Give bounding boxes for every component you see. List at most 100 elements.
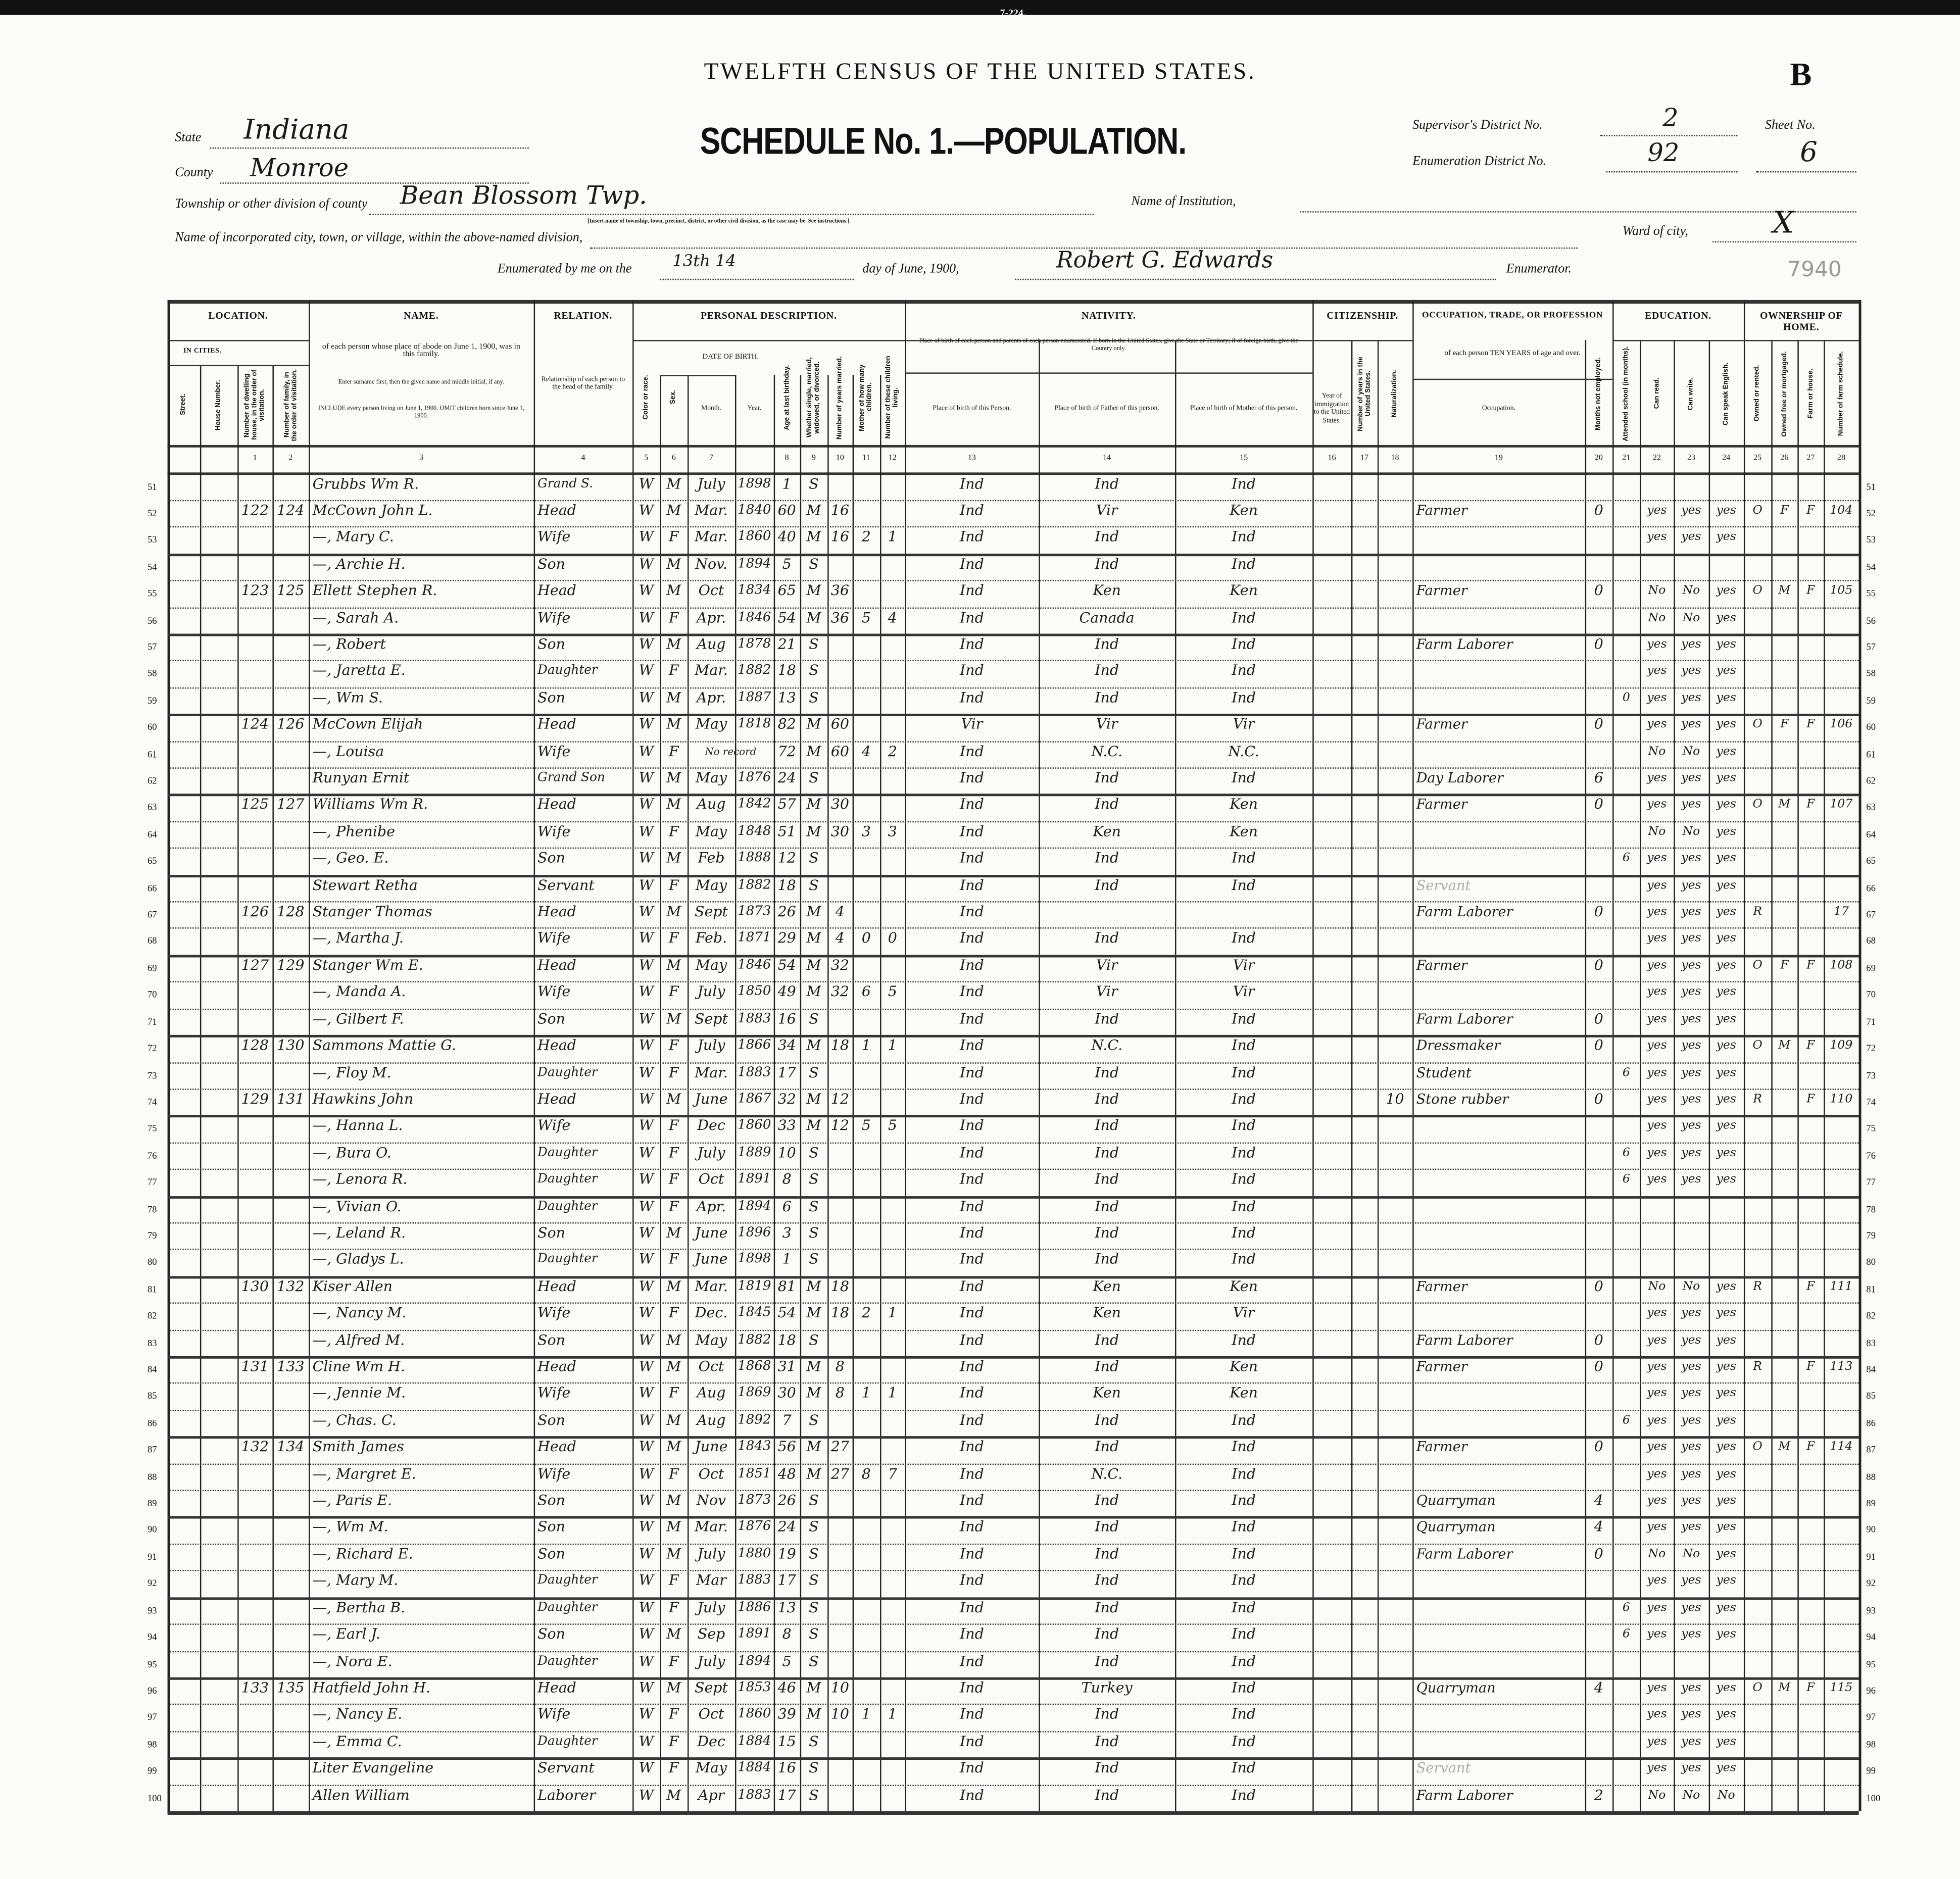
speaks-english-cell: yes (1716, 1520, 1736, 1535)
birthplace-mother-cell: Ind (1232, 1625, 1256, 1643)
free-mortgaged-cell: F (1780, 717, 1789, 732)
birth-month-cell: Feb (698, 849, 725, 867)
birth-month-cell: Nov (696, 1491, 726, 1509)
header-divider (167, 444, 1859, 448)
dwelling-number-cell: 127 (241, 956, 269, 974)
row-rule (167, 1008, 1859, 1010)
months-unemployed-cell: 4 (1594, 1678, 1603, 1696)
marital-status-cell: M (806, 1678, 821, 1696)
years-married-cell: 60 (830, 741, 849, 760)
can-read-cell: yes (1647, 664, 1667, 678)
can-write-cell: yes (1681, 503, 1701, 518)
sex-cell: F (668, 1705, 679, 1723)
birthplace-father-cell: Ken (1093, 581, 1121, 599)
line-number-right: 69 (1866, 962, 1876, 974)
line-number-right: 88 (1866, 1470, 1876, 1482)
schedule-title: SCHEDULE No. 1.—POPULATION. (700, 121, 1187, 163)
sex-cell: M (666, 1357, 681, 1375)
speaks-english-cell: yes (1716, 1092, 1736, 1106)
column-label-text: Place of birth of Father of this person. (1054, 405, 1159, 412)
owned-rented-cell: O (1752, 1039, 1762, 1053)
color-cell: W (639, 1197, 654, 1215)
farm-or-house-cell: F (1806, 1440, 1815, 1454)
birthplace-person-cell: Ind (960, 1571, 984, 1589)
birth-month-cell: May (695, 1759, 727, 1776)
line-number-left: 69 (147, 962, 157, 974)
birth-month-cell: Aug (697, 1411, 726, 1428)
birth-year-cell: 1876 (738, 770, 771, 785)
marital-status-cell: S (809, 1223, 819, 1242)
birth-month-cell: July (697, 982, 725, 1001)
color-cell: W (639, 1705, 654, 1723)
can-write-cell: yes (1681, 530, 1701, 545)
column-label-family-number: Number of family, in the order of visita… (272, 368, 309, 442)
line-number-left: 60 (147, 721, 157, 733)
name-cell: Smith James (312, 1438, 404, 1455)
sex-cell: M (666, 688, 681, 706)
can-write-cell: yes (1681, 1119, 1701, 1133)
dwelling-number-cell: 124 (241, 715, 269, 733)
birth-year-cell: 1876 (738, 1519, 771, 1535)
column-label-text: Can read. (1653, 378, 1661, 410)
name-cell: —, Leland R. (312, 1223, 406, 1242)
relation-cell: Wife (537, 982, 571, 1001)
row-rule (167, 1409, 1859, 1411)
age-cell: 31 (777, 1357, 796, 1375)
months-unemployed-cell: 6 (1594, 768, 1603, 786)
birthplace-father-cell: Ind (1095, 1545, 1119, 1562)
marital-status-cell: M (806, 581, 821, 599)
children-living-cell: 1 (888, 528, 897, 546)
birth-year-cell: 1846 (738, 609, 771, 625)
column-label-children-living: Number of these children living. (880, 353, 905, 442)
marital-status-cell: S (809, 1063, 819, 1081)
line-number-left: 100 (147, 1792, 162, 1803)
occupation-cell: Servant (1416, 877, 1471, 894)
birthplace-mother-cell: Ind (1232, 1250, 1256, 1268)
speaks-english-cell: yes (1716, 690, 1736, 705)
line-number-right: 59 (1866, 695, 1876, 706)
sex-cell: F (668, 1759, 679, 1776)
row-rule (167, 1597, 1859, 1600)
can-write-cell: yes (1681, 1440, 1701, 1454)
years-married-cell: 18 (830, 1304, 849, 1322)
birth-year-cell: 1883 (738, 1064, 771, 1079)
row-rule (167, 1249, 1859, 1251)
enumerated-days: 13th 14 (672, 252, 737, 271)
free-mortgaged-cell: F (1780, 958, 1789, 972)
dwelling-number-cell: 128 (241, 1036, 269, 1054)
months-unemployed-cell: 0 (1594, 902, 1603, 920)
birth-month-cell: Mar. (695, 528, 728, 546)
line-number-right: 53 (1866, 534, 1876, 546)
marital-status-cell: S (809, 1732, 819, 1750)
birthplace-person-cell: Ind (960, 1411, 984, 1428)
birth-month-cell: Sept (694, 1009, 728, 1027)
marital-status-cell: S (809, 849, 819, 867)
birthplace-mother-cell: Ken (1230, 1277, 1258, 1295)
relation-cell: Laborer (537, 1786, 596, 1803)
birthplace-person-cell: Ind (960, 1250, 984, 1268)
birthplace-person-cell: Ind (960, 1036, 984, 1054)
relation-cell: Servant (537, 1759, 595, 1776)
header-bottom-border (167, 472, 1859, 475)
can-read-cell: yes (1647, 958, 1667, 972)
color-cell: W (639, 1330, 654, 1349)
birthplace-father-cell: Vir (1096, 715, 1118, 733)
years-married-cell: 36 (830, 608, 849, 626)
relation-cell: Daughter (537, 1654, 598, 1668)
name-cell: McCown Elijah (312, 715, 423, 733)
sex-cell: M (666, 581, 681, 599)
dwelling-number-cell: 133 (241, 1678, 269, 1696)
birthplace-person-cell: Ind (960, 1330, 984, 1349)
birth-year-cell: 1834 (738, 582, 771, 598)
column-label-marital-status: Whether single, married, widowed, or div… (800, 353, 827, 442)
children-living-cell: 5 (888, 982, 897, 1001)
can-write-cell: No (1682, 583, 1700, 598)
column-label-children-born: Mother of how many children. (853, 353, 880, 442)
birthplace-person-cell: Ind (960, 768, 984, 786)
children-born-cell: 1 (861, 1036, 871, 1054)
occupation-cell: Farmer (1416, 957, 1467, 974)
column-rule (773, 375, 775, 1811)
children-living-cell: 1 (888, 1384, 897, 1402)
marital-status-cell: M (806, 501, 821, 519)
township-value: Bean Blossom Twp. (400, 180, 647, 210)
